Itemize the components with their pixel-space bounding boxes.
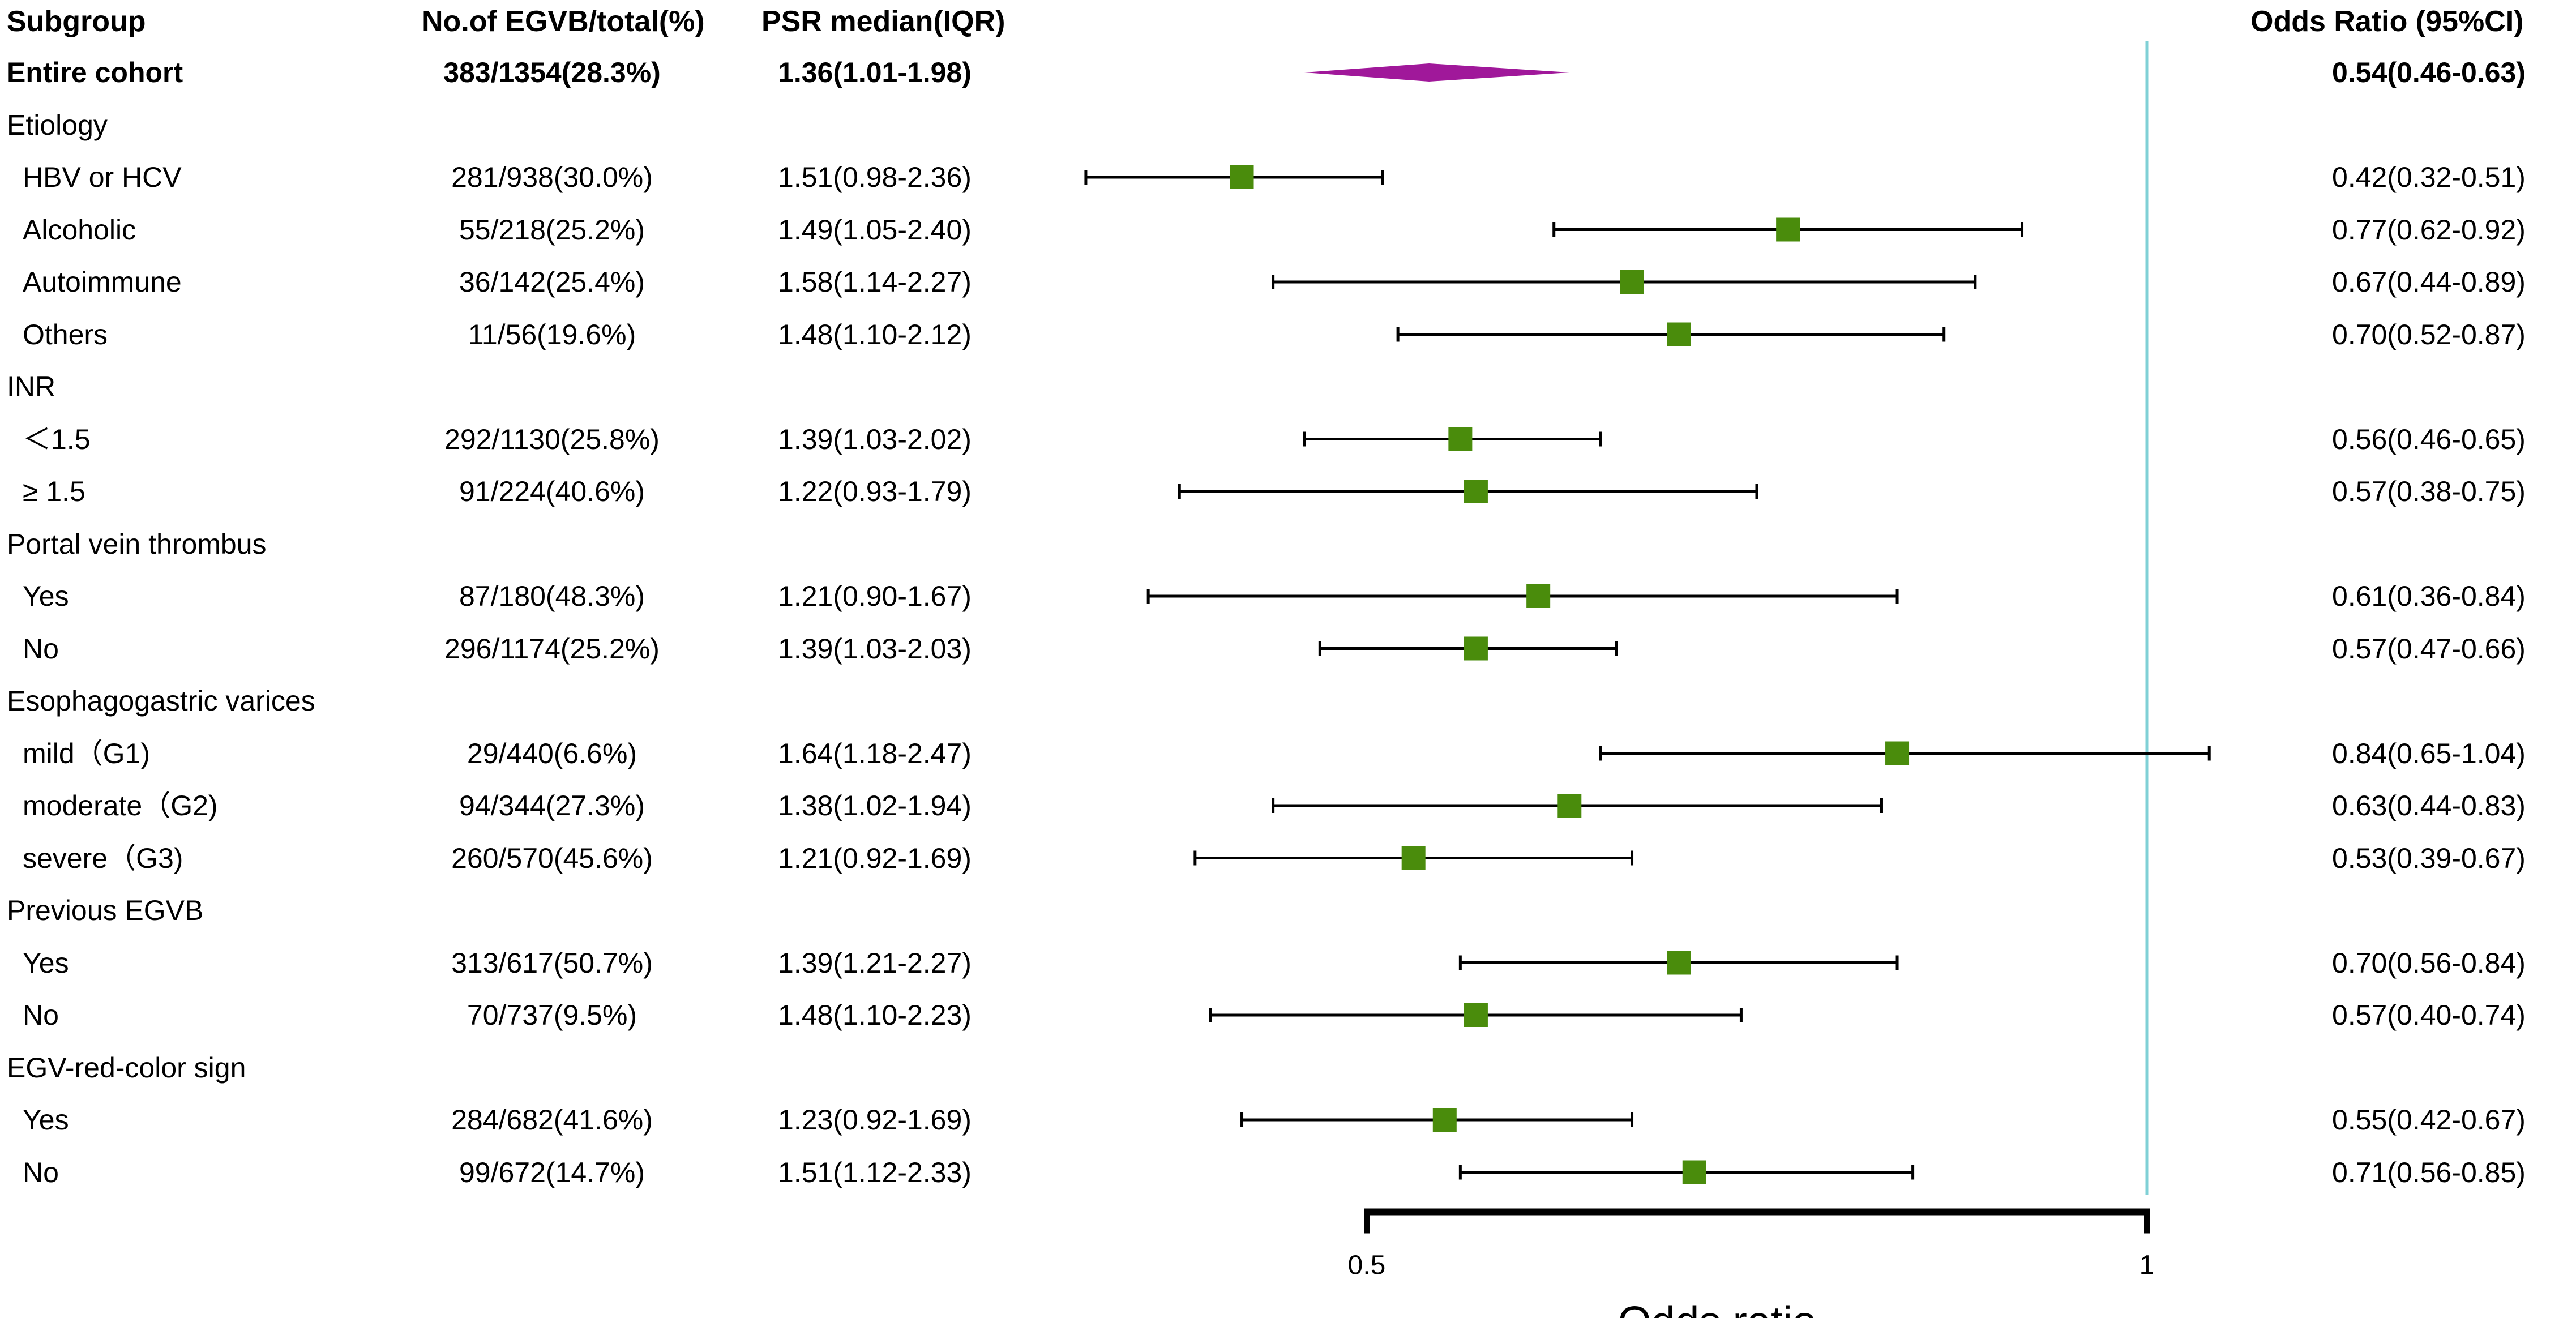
row-count: 87/180(48.3%) <box>459 580 645 612</box>
row-count: 36/142(25.4%) <box>459 266 645 298</box>
row-label: ＜1.5 <box>23 423 91 455</box>
row-psr: 1.51(1.12-2.33) <box>778 1156 972 1188</box>
point-estimate-marker <box>1464 1003 1488 1027</box>
row-label: severe（G3) <box>23 842 183 874</box>
row-label: Yes <box>23 1104 69 1136</box>
row-label: ≥ 1.5 <box>23 476 85 507</box>
group-label: Previous EGVB <box>7 895 204 926</box>
x-axis-label: Odds ratio <box>1618 1298 1817 1318</box>
row-count: 260/570(45.6%) <box>451 842 653 874</box>
row-psr: 1.38(1.02-1.94) <box>778 790 972 821</box>
row-count: 284/682(41.6%) <box>451 1104 653 1136</box>
overall-diamond <box>1304 63 1570 82</box>
row-odds-ratio-text: 0.70(0.56-0.84) <box>2332 947 2526 979</box>
row-psr: 1.48(1.10-2.12) <box>778 318 972 350</box>
group-label: Portal vein thrombus <box>7 528 267 560</box>
row-psr: 1.39(1.03-2.03) <box>778 632 972 665</box>
row-label: No <box>23 1156 59 1188</box>
row-label: Others <box>23 318 108 350</box>
point-estimate-marker <box>1667 951 1691 975</box>
row-label: Autoimmune <box>23 266 182 298</box>
row-odds-ratio-text: 0.55(0.42-0.67) <box>2332 1104 2526 1136</box>
row-label: Alcoholic <box>23 213 136 246</box>
row-count: 281/938(30.0%) <box>451 161 653 193</box>
row-psr: 1.21(0.90-1.67) <box>778 580 972 612</box>
point-estimate-marker <box>1776 217 1800 242</box>
group-label: EGV-red-color sign <box>7 1051 246 1084</box>
row-count: 383/1354(28.3%) <box>443 57 661 88</box>
row-odds-ratio-text: 0.42(0.32-0.51) <box>2332 161 2526 193</box>
row-odds-ratio-text: 0.57(0.38-0.75) <box>2332 476 2526 507</box>
row-odds-ratio-text: 0.61(0.36-0.84) <box>2332 580 2526 612</box>
point-estimate-marker <box>1464 636 1488 661</box>
row-psr: 1.22(0.93-1.79) <box>778 476 972 507</box>
row-count: 313/617(50.7%) <box>451 947 653 979</box>
header-subgroup: Subgroup <box>7 5 146 38</box>
group-label: Esophagogastric varices <box>7 685 315 717</box>
row-label: Entire cohort <box>7 57 183 88</box>
x-axis-tick-label: 1 <box>2139 1251 2155 1281</box>
row-odds-ratio-text: 0.57(0.40-0.74) <box>2332 999 2526 1031</box>
row-psr: 1.49(1.05-2.40) <box>778 213 972 246</box>
row-count: 91/224(40.6%) <box>459 476 645 507</box>
row-label: moderate（G2) <box>23 790 218 821</box>
row-odds-ratio-text: 0.70(0.52-0.87) <box>2332 318 2526 350</box>
point-estimate-marker <box>1526 584 1551 608</box>
row-label: No <box>23 999 59 1031</box>
row-count: 70/737(9.5%) <box>467 999 637 1031</box>
group-label: INR <box>7 371 56 403</box>
row-psr: 1.48(1.10-2.23) <box>778 999 972 1031</box>
row-count: 11/56(19.6%) <box>468 318 636 350</box>
row-odds-ratio-text: 0.84(0.65-1.04) <box>2332 737 2526 769</box>
point-estimate-marker <box>1885 741 1910 765</box>
row-odds-ratio-text: 0.67(0.44-0.89) <box>2332 266 2526 298</box>
row-count: 99/672(14.7%) <box>459 1156 645 1188</box>
row-count: 94/344(27.3%) <box>459 790 645 821</box>
row-odds-ratio-text: 0.54(0.46-0.63) <box>2332 57 2526 88</box>
row-label: No <box>23 632 59 665</box>
header-odds-ratio: Odds Ratio (95%CI) <box>2250 5 2524 38</box>
row-psr: 1.51(0.98-2.36) <box>778 161 972 193</box>
row-count: 296/1174(25.2%) <box>444 632 660 665</box>
row-psr: 1.64(1.18-2.47) <box>778 737 972 769</box>
point-estimate-marker <box>1432 1108 1457 1132</box>
point-estimate-marker <box>1448 427 1473 451</box>
row-odds-ratio-text: 0.57(0.47-0.66) <box>2332 632 2526 665</box>
point-estimate-marker <box>1464 480 1488 503</box>
point-estimate-marker <box>1620 270 1644 294</box>
row-label: Yes <box>23 947 69 979</box>
row-odds-ratio-text: 0.77(0.62-0.92) <box>2332 213 2526 246</box>
row-label: mild（G1) <box>23 737 151 769</box>
group-label: Etiology <box>7 109 108 141</box>
row-psr: 1.23(0.92-1.69) <box>778 1104 972 1136</box>
row-label: Yes <box>23 580 69 612</box>
row-psr: 1.58(1.14-2.27) <box>778 266 972 298</box>
point-estimate-marker <box>1401 846 1426 870</box>
point-estimate-marker <box>1667 322 1691 346</box>
row-odds-ratio-text: 0.53(0.39-0.67) <box>2332 842 2526 874</box>
row-odds-ratio-text: 0.63(0.44-0.83) <box>2332 790 2526 821</box>
row-count: 292/1130(25.8%) <box>444 423 660 455</box>
point-estimate-marker <box>1230 165 1254 189</box>
row-count: 55/218(25.2%) <box>459 213 645 246</box>
row-label: HBV or HCV <box>23 161 182 193</box>
row-psr: 1.21(0.92-1.69) <box>778 842 972 874</box>
header-psr: PSR median(IQR) <box>761 5 1005 38</box>
row-psr: 1.39(1.21-2.27) <box>778 947 972 979</box>
row-psr: 1.39(1.03-2.02) <box>778 423 972 455</box>
header-count: No.of EGVB/total(%) <box>422 5 705 38</box>
row-odds-ratio-text: 0.56(0.46-0.65) <box>2332 423 2526 455</box>
point-estimate-marker <box>1557 794 1582 818</box>
point-estimate-marker <box>1682 1160 1706 1184</box>
row-count: 29/440(6.6%) <box>467 737 637 769</box>
row-odds-ratio-text: 0.71(0.56-0.85) <box>2332 1156 2526 1188</box>
row-psr: 1.36(1.01-1.98) <box>778 57 972 88</box>
x-axis-tick-label: 0.5 <box>1348 1251 1386 1281</box>
